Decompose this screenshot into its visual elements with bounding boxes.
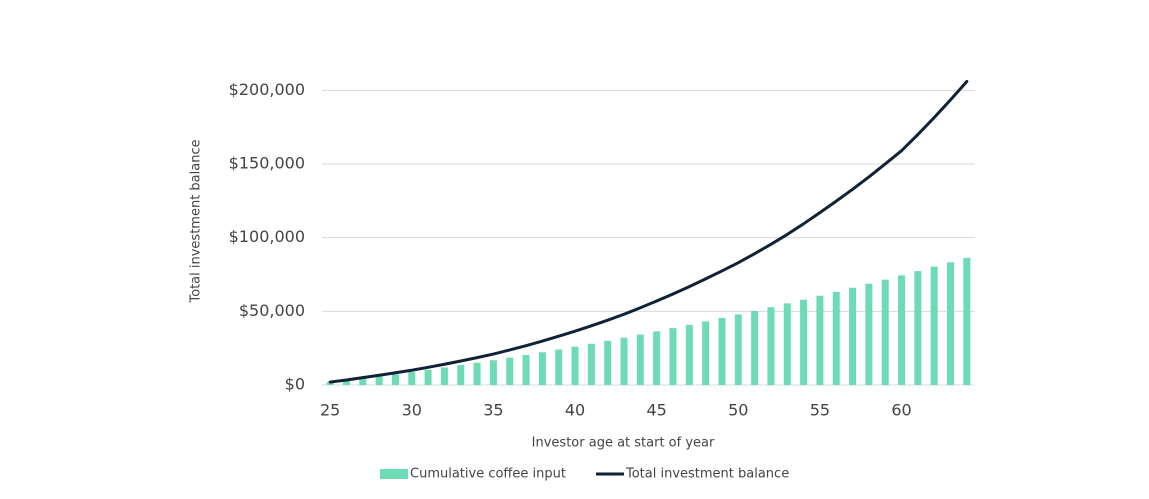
bar — [767, 307, 775, 385]
x-tick-label: 35 — [483, 401, 503, 420]
bar — [538, 352, 546, 385]
bar — [685, 324, 693, 385]
x-axis-label: Investor age at start of year — [532, 436, 715, 451]
bar — [669, 328, 677, 385]
bar — [408, 372, 416, 385]
y-tick-label: $0 — [285, 375, 305, 394]
legend-label: Total investment balance — [625, 467, 789, 482]
bar — [359, 378, 367, 385]
legend-label: Cumulative coffee input — [410, 467, 566, 482]
bar — [800, 299, 808, 385]
legend-swatch — [380, 469, 408, 479]
bar — [424, 369, 432, 385]
bar — [816, 295, 824, 385]
bar — [947, 262, 955, 385]
bar — [506, 357, 514, 385]
bar — [898, 275, 906, 385]
x-tick-label: 25 — [320, 401, 340, 420]
bar — [881, 279, 889, 385]
x-tick-label: 30 — [402, 401, 422, 420]
bar — [620, 337, 628, 385]
bar — [342, 380, 350, 385]
bar — [930, 266, 938, 385]
bar — [718, 317, 726, 385]
bar — [326, 382, 334, 385]
x-tick-label: 40 — [565, 401, 585, 420]
bar — [571, 346, 579, 385]
bar — [963, 257, 971, 385]
bar — [653, 331, 661, 385]
x-tick-label: 50 — [728, 401, 748, 420]
bar — [587, 343, 595, 385]
bar — [751, 310, 759, 385]
y-tick-label: $100,000 — [229, 227, 305, 246]
bar — [604, 340, 612, 385]
bar — [914, 271, 922, 385]
x-tick-label: 45 — [646, 401, 666, 420]
bar — [702, 321, 710, 385]
bar — [489, 360, 497, 385]
y-tick-label: $150,000 — [229, 153, 305, 172]
x-tick-label: 60 — [891, 401, 911, 420]
bar — [440, 367, 448, 385]
bar — [783, 303, 791, 385]
line — [328, 79, 969, 384]
bar — [473, 362, 481, 385]
bar — [457, 365, 465, 385]
y-axis-label: Total investment balance — [189, 139, 204, 303]
bar — [865, 283, 873, 385]
y-tick-label: $200,000 — [229, 80, 305, 99]
bar — [375, 376, 383, 385]
y-tick-label: $50,000 — [239, 301, 305, 320]
bar — [555, 349, 563, 385]
bar — [849, 287, 857, 385]
bar — [522, 354, 530, 385]
bar — [832, 291, 840, 385]
bar — [636, 334, 644, 385]
bar — [734, 314, 742, 385]
x-tick-label: 55 — [810, 401, 830, 420]
bar — [391, 374, 399, 385]
